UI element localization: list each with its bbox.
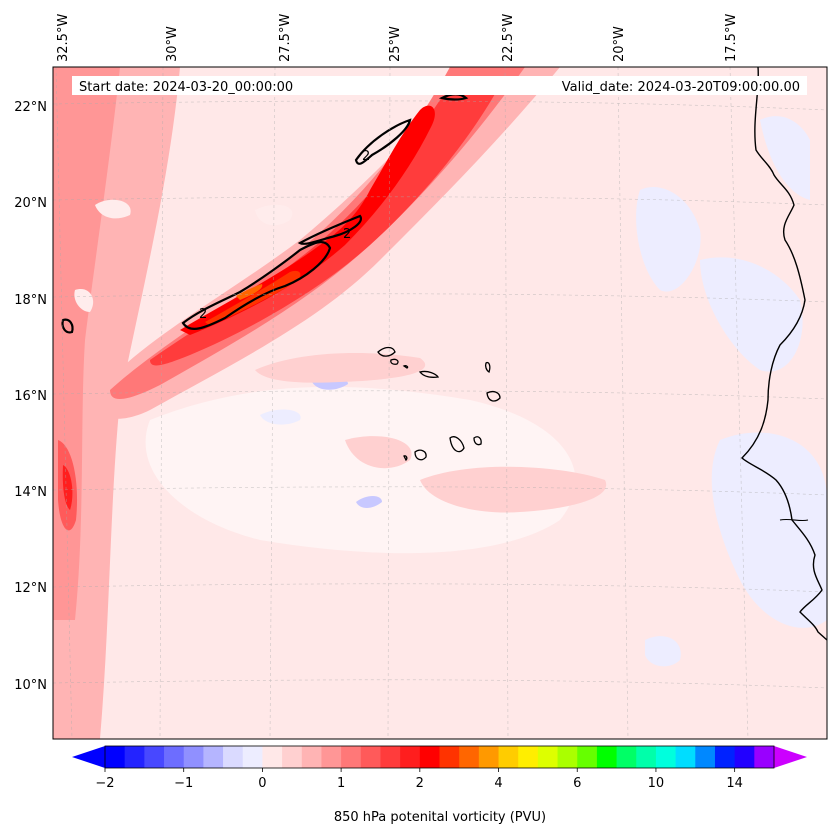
colorbar-title: 850 hPa potenital vorticity (PVU) — [334, 810, 546, 825]
colorbar-cell — [144, 746, 165, 768]
lon-label: 20°W — [612, 26, 627, 62]
lon-label: 22.5°W — [501, 14, 516, 62]
pv-band-core — [180, 105, 435, 335]
map-area: 2 2 2 — [53, 67, 827, 739]
lat-label: 16°N — [14, 389, 47, 404]
pv-band-max — [236, 284, 263, 300]
colorbar-cell — [695, 746, 716, 768]
pv-negative-patches — [260, 116, 827, 667]
gambia-coast — [779, 518, 809, 522]
lat-label: 18°N — [14, 293, 47, 308]
pv-2-contours — [61, 93, 469, 334]
colorbar-cell — [360, 746, 381, 768]
colorbar-cell — [164, 746, 185, 768]
info-banner — [72, 76, 807, 95]
lon-label: 30°W — [165, 26, 180, 62]
colorbar-cell — [734, 746, 755, 768]
colorbar-cell — [400, 746, 421, 768]
colorbar-cell — [754, 746, 775, 768]
contour-label-3: 2 — [362, 149, 370, 164]
colorbar-over-arrow — [774, 746, 807, 768]
colorbar-cell — [242, 746, 263, 768]
pv-weak-positive — [255, 353, 607, 513]
colorbar-tick-label: 6 — [573, 776, 581, 791]
colorbar-cell — [439, 746, 460, 768]
colorbar-tick-label: −2 — [95, 776, 114, 791]
colorbar-cell — [675, 746, 696, 768]
colorbar-cell — [203, 746, 224, 768]
colorbar-cell — [478, 746, 500, 768]
lat-label: 14°N — [14, 485, 47, 500]
pv-western-core-2 — [62, 465, 73, 510]
colorbar-tick-label: 14 — [726, 776, 743, 791]
colorbar-cell — [714, 746, 736, 768]
lat-label: 10°N — [14, 678, 47, 693]
lon-label: 17.5°W — [724, 14, 739, 62]
colorbar-cell — [223, 746, 244, 768]
colorbar-cell — [321, 746, 342, 768]
colorbar-cell — [262, 746, 283, 768]
colorbar-cell — [557, 746, 578, 768]
colorbar-cell — [459, 746, 480, 768]
lon-label: 27.5°W — [278, 14, 293, 62]
pv-low-streaks — [74, 199, 293, 312]
colorbar-under-arrow — [72, 746, 105, 768]
african-coastline — [740, 67, 827, 641]
colorbar-cell — [419, 746, 440, 768]
lat-label: 22°N — [14, 100, 47, 115]
colorbar-cell — [341, 746, 362, 768]
colorbar-cell — [616, 746, 637, 768]
lat-label: 20°N — [14, 196, 47, 211]
longitude-labels: 32.5°W 30°W 27.5°W 25°W 22.5°W 20°W 17.5… — [56, 14, 739, 62]
pv-band-peak — [205, 270, 301, 326]
colorbar-tick-label: −1 — [174, 776, 193, 791]
colorbar-tick-label: 1 — [337, 776, 345, 791]
start-date-label: Start date: 2024-03-20_00:00:00 — [79, 80, 293, 95]
colorbar-cell — [282, 746, 303, 768]
colorbar-tick-label: 4 — [494, 776, 502, 791]
colorbar-cell — [518, 746, 539, 768]
colorbar-cell — [380, 746, 401, 768]
cabo-verde-islands — [377, 346, 501, 462]
colorbar-cell — [105, 746, 126, 768]
lat-label: 12°N — [14, 581, 47, 596]
colorbar-cell — [183, 746, 204, 768]
latitude-labels: 22°N 20°N 18°N 16°N 14°N 12°N 10°N — [14, 100, 47, 693]
graticule — [53, 67, 827, 739]
valid-date-label: Valid_date: 2024-03-20T09:00:00.00 — [562, 80, 800, 95]
pv-field-low-band — [145, 386, 576, 554]
colorbar-cell — [537, 746, 559, 768]
colorbar-tick-label: 0 — [258, 776, 266, 791]
colorbar-cell — [124, 746, 145, 768]
colorbar-cell — [498, 746, 519, 768]
colorbar-cell — [301, 746, 322, 768]
contour-label-2: 2 — [343, 227, 351, 242]
colorbar-frame — [104, 745, 775, 769]
colorbar-cell — [655, 746, 677, 768]
colorbar: −2 −1 0 1 2 4 6 10 14 850 hPa potenital vorticit… — [72, 745, 807, 825]
colorbar-tick-label: 10 — [648, 776, 665, 791]
map-frame — [52, 66, 828, 740]
colorbar-cell — [636, 746, 657, 768]
colorbar-cell — [596, 746, 618, 768]
colorbar-cell — [577, 746, 598, 768]
colorbar-tick-label: 2 — [416, 776, 424, 791]
contour-label-1: 2 — [199, 307, 207, 322]
lon-label: 32.5°W — [56, 14, 71, 62]
lon-label: 25°W — [388, 26, 403, 62]
